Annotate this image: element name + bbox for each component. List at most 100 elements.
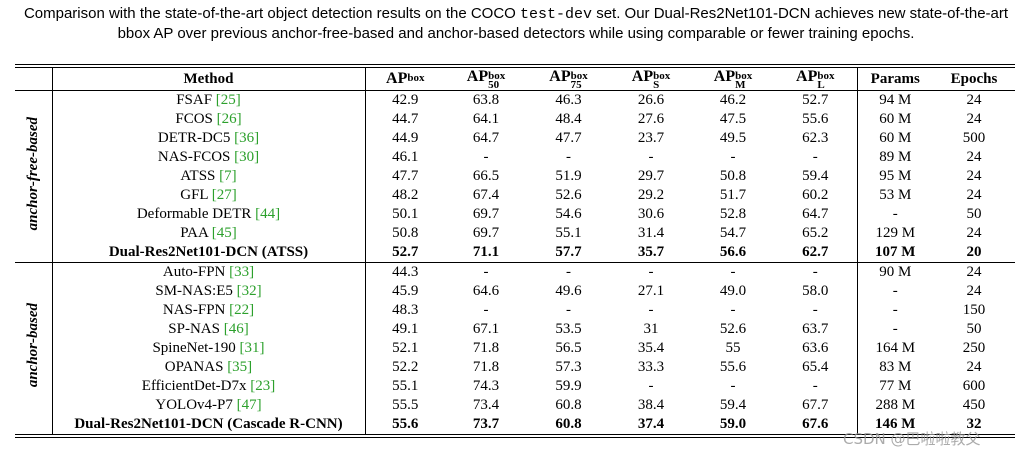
header-sup: box (407, 72, 425, 84)
table-row: SP-NAS [46] 49.1 67.1 53.5 31 52.6 63.7 - 50 (15, 320, 1015, 339)
value-cell: 55.1 (392, 378, 419, 394)
table-row: NAS-FPN [22] 48.3 - - - - - - 150 (15, 301, 1015, 320)
watermark: CSDN @巴啦啦教父 (843, 430, 981, 448)
method-cell: SP-NAS [46] (52, 320, 366, 339)
group-label-cell: anchor-based (15, 262, 53, 436)
table-row: DETR-DC5 [36] 44.9 64.7 47.7 23.7 49.5 62.3 60 … (15, 129, 1015, 148)
value-cell: 50 (966, 206, 982, 222)
value-cell: - (892, 206, 898, 222)
table-row: Dual-Res2Net101-DCN (ATSS) 52.7 71.1 57.7 35… (15, 243, 1015, 263)
value-cell: - (892, 283, 898, 299)
value-cell: 250 (962, 340, 986, 356)
value-cell: 27.6 (637, 111, 665, 127)
value-cell: 55 (725, 340, 741, 356)
table-row: YOLOv4-P7 [47] 55.5 73.4 60.8 38.4 59.4 67.7 28… (15, 396, 1015, 415)
value-cell: 146 M (875, 416, 916, 432)
value-cell: 44.3 (365, 262, 445, 282)
method-name: SP-NAS (168, 321, 220, 337)
value-cell: 33.3 (637, 359, 665, 375)
value-cell: 56.6 (719, 244, 747, 260)
value-cell: - (774, 301, 858, 320)
value-cell: 60 M (879, 130, 912, 146)
method-cell: NAS-FCOS [30] (52, 148, 366, 167)
header-script: box L (817, 71, 834, 90)
value-cell: 38.4 (637, 397, 665, 413)
caption: Comparison with the state-of-the-art obj… (20, 4, 1012, 43)
method-cell: OPANAS [35] (52, 358, 366, 377)
value-cell: 95 M (879, 168, 912, 184)
table-row: PAA [45] 50.8 69.7 55.1 31.4 54.7 65.2 129 M 24 (15, 224, 1015, 243)
value-cell: 107 M (875, 244, 916, 260)
method-name: Dual-Res2Net101-DCN (ATSS) (108, 244, 309, 260)
value-cell: - (648, 149, 654, 165)
method-cell: ATSS [7] (52, 167, 366, 186)
method-name: PAA (180, 225, 209, 241)
value-cell: 47.7 (555, 130, 582, 146)
value-cell: 35.7 (637, 244, 665, 260)
value-cell: - (483, 302, 489, 318)
method-name: GFL (180, 187, 209, 203)
value-cell: 64.1 (472, 111, 500, 127)
value-cell: 65.2 (774, 224, 858, 243)
value-cell: - (892, 302, 898, 318)
value-cell: 48.4 (555, 111, 582, 127)
reference: [25] (215, 92, 241, 108)
value-cell: 47.5 (719, 111, 747, 127)
value-cell: 35.4 (637, 340, 665, 356)
value-cell: 24 (966, 359, 982, 375)
group-label-cell: anchor-free-based (15, 90, 53, 263)
value-cell: 59.4 (774, 167, 858, 186)
header-sub: M (735, 79, 746, 91)
value-cell: 164 M (875, 340, 916, 356)
value-cell: 62.3 (774, 129, 858, 148)
value-cell: 600 (962, 378, 986, 394)
header-sub: 75 (570, 79, 582, 91)
header-cell: AP box 50 (445, 66, 527, 91)
reference: [22] (229, 302, 255, 318)
reference: [23] (250, 378, 276, 394)
header-sup: box (488, 70, 506, 82)
group-label: anchor-free-based (24, 116, 41, 231)
method-name: YOLOv4-P7 (155, 397, 233, 413)
value-cell: 66.5 (472, 168, 500, 184)
value-cell: 50.8 (719, 168, 747, 184)
value-cell: 59.4 (719, 397, 747, 413)
value-cell: 73.4 (472, 397, 500, 413)
value-cell: 59.0 (719, 416, 747, 432)
reference: [33] (229, 264, 255, 280)
header-cell: AP box L (774, 66, 858, 91)
value-cell: 54.7 (719, 225, 747, 241)
header-script: box S (653, 70, 671, 90)
method-name: SpineNet-190 (152, 340, 236, 356)
value-cell: 52.6 (719, 321, 747, 337)
value-cell: 150 (962, 302, 986, 318)
value-cell: 24 (966, 92, 982, 108)
header-sub: 50 (488, 79, 500, 91)
header-sup: box (653, 70, 671, 82)
method-name: NAS-FPN (162, 302, 226, 318)
method-cell: DETR-DC5 [36] (52, 129, 366, 148)
header-cell: AP box 75 (527, 66, 610, 91)
value-cell: 31.4 (637, 225, 665, 241)
reference: [27] (211, 187, 237, 203)
value-cell: 71.8 (472, 340, 500, 356)
value-cell: 46.3 (555, 92, 582, 108)
header-sup: box (570, 70, 588, 82)
value-cell: - (527, 262, 610, 282)
value-cell: 24 (966, 187, 982, 203)
header-text: AP (386, 70, 408, 87)
method-name: EfficientDet-D7x (141, 378, 247, 394)
value-cell: 94 M (879, 92, 912, 108)
group-label: anchor-based (24, 303, 41, 388)
value-cell: - (566, 149, 571, 165)
value-cell: 48.3 (392, 302, 419, 318)
header-script: box M (735, 71, 752, 91)
value-cell: - (566, 302, 571, 318)
value-cell: 24 (966, 111, 982, 127)
method-name: NAS-FCOS (157, 149, 231, 165)
table-row: Deformable DETR [44] 50.1 69.7 54.6 30.6 52.8… (15, 205, 1015, 224)
method-cell: PAA [45] (52, 224, 366, 243)
table-row: OPANAS [35] 52.2 71.8 57.3 33.3 55.6 65.4 83 M 2… (15, 358, 1015, 377)
value-cell: 44.7 (392, 111, 419, 127)
